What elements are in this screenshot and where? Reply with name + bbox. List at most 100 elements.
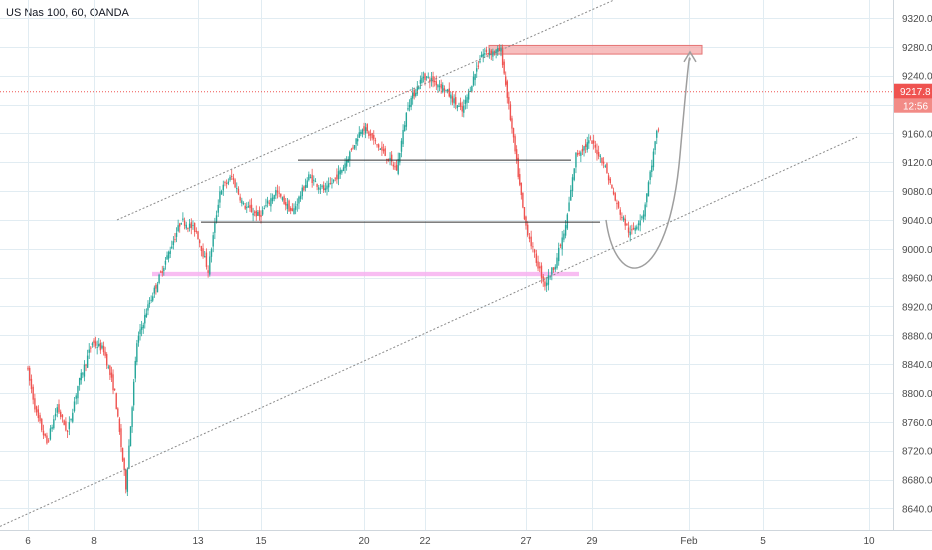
candle [368, 130, 370, 139]
time-tick-label: 15 [255, 536, 267, 547]
last-price-tag [894, 83, 932, 99]
candle [561, 230, 563, 256]
candle [145, 308, 148, 318]
candle [434, 76, 436, 87]
candle [511, 115, 513, 134]
candle [514, 134, 516, 155]
candle [361, 128, 364, 138]
candle [242, 201, 245, 206]
candle [291, 203, 294, 212]
candle [293, 203, 295, 215]
candle [136, 339, 138, 366]
candle [495, 48, 497, 59]
candle [547, 269, 550, 291]
candle [150, 295, 152, 303]
candle [429, 76, 431, 89]
candle [60, 409, 62, 420]
candle [568, 196, 570, 212]
candle [276, 184, 279, 199]
channel-lower-line[interactable] [0, 136, 858, 527]
candle [288, 199, 290, 212]
candle [188, 218, 191, 232]
candle [278, 186, 280, 198]
candle [61, 414, 64, 423]
candle [270, 193, 272, 212]
candle [324, 182, 327, 193]
candle [459, 97, 462, 111]
candle [123, 457, 125, 476]
candle [539, 261, 541, 273]
candle [128, 439, 130, 470]
candle [559, 243, 562, 249]
candle [641, 215, 643, 221]
candle [487, 52, 489, 58]
candle [217, 199, 219, 217]
candle [318, 184, 320, 194]
candle [419, 75, 422, 90]
time-axis[interactable]: 6 8 13 15 20 22 27 29 Feb 5 10 [25, 536, 875, 547]
candle [570, 185, 572, 201]
candle [195, 227, 198, 234]
candle [656, 129, 658, 145]
candle [34, 393, 36, 413]
candle [214, 217, 216, 240]
candle [35, 405, 38, 416]
candle [234, 178, 236, 189]
candle [250, 198, 253, 213]
candle [337, 165, 340, 186]
candle [296, 198, 298, 212]
candle [215, 210, 218, 224]
candle [515, 145, 518, 164]
candle [222, 180, 224, 196]
candle [63, 419, 65, 426]
candle [321, 184, 323, 190]
candle [88, 343, 90, 360]
support-zone[interactable] [152, 271, 579, 277]
candle [107, 364, 109, 370]
candle [474, 73, 476, 86]
candle [501, 44, 504, 68]
projection-curve[interactable] [605, 57, 691, 269]
candle [530, 230, 532, 250]
candle [571, 174, 574, 197]
candle [190, 218, 192, 235]
candle [644, 202, 646, 221]
candle [172, 236, 175, 250]
countdown-value: 12:56 [903, 102, 928, 113]
candle [469, 86, 471, 93]
candle [437, 83, 439, 93]
candle [410, 95, 412, 111]
candle [239, 193, 241, 203]
candle [182, 212, 184, 222]
candle [646, 193, 648, 208]
candle [389, 152, 391, 166]
price-tick-label: 8960.0 [902, 274, 932, 285]
candle [99, 339, 102, 354]
candle [327, 177, 330, 193]
candle [467, 88, 470, 103]
candle [632, 222, 635, 231]
candle [341, 169, 343, 175]
candle [198, 238, 201, 248]
candle [379, 147, 381, 151]
candle [66, 429, 69, 438]
candle [152, 292, 154, 303]
candle [257, 210, 259, 217]
candle [227, 178, 230, 186]
candle [70, 418, 72, 422]
candle [407, 102, 409, 112]
candle [75, 393, 77, 405]
candle [573, 168, 575, 182]
candle [275, 186, 277, 200]
resistance-zone[interactable] [488, 44, 703, 55]
candle [249, 199, 251, 212]
candle [564, 220, 567, 239]
candle [581, 144, 584, 156]
candle [113, 388, 116, 392]
candle [404, 121, 406, 132]
candle [46, 432, 48, 445]
candle [592, 134, 595, 150]
channel-upper-line[interactable] [116, 0, 615, 221]
candle [413, 88, 415, 100]
